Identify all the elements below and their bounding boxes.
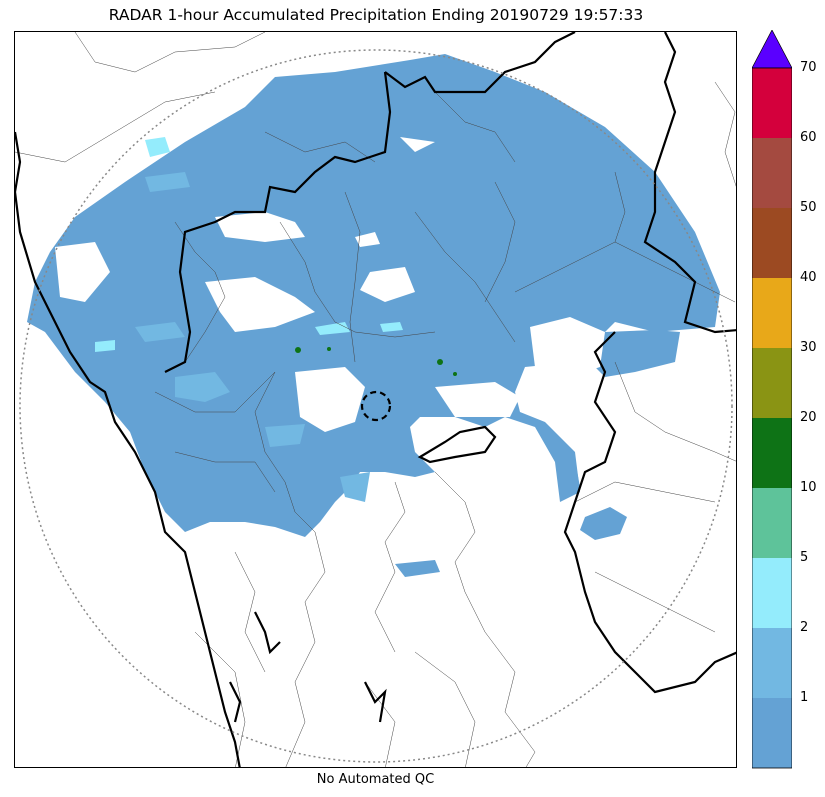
precip-patch-cyan-4 (95, 340, 115, 352)
clear-gap-2 (205, 277, 315, 332)
precipitation-layer (27, 54, 720, 577)
colorbar-tick-label: 30 (800, 340, 817, 355)
clear-gap-9 (355, 232, 380, 247)
colorbar-tick-label: 70 (800, 60, 817, 75)
precip-patch-light-4 (340, 472, 370, 502)
clear-gap-3 (360, 267, 415, 302)
colorbar-tick-label: 60 (800, 130, 817, 145)
colorbar-segment (752, 418, 792, 488)
colorbar (752, 30, 792, 769)
qc-note: No Automated QC (316, 772, 435, 787)
precip-region-east (590, 330, 680, 377)
precip-spot-green-3 (437, 359, 443, 365)
colorbar-segment (752, 698, 792, 768)
colorbar-segment (752, 208, 792, 278)
state-boundaries (15, 32, 736, 767)
precip-region-southeast-strip (563, 460, 580, 492)
district-boundaries (15, 32, 736, 767)
clear-gap-1 (215, 212, 305, 242)
radar-map-canvas (15, 32, 736, 767)
precip-spot-green-4 (453, 372, 457, 376)
precip-spot-green-2 (327, 347, 331, 351)
radar-range-ring (19, 49, 733, 763)
precip-region-south (395, 560, 440, 577)
radar-map (14, 31, 737, 768)
colorbar-tick-label: 2 (800, 620, 809, 635)
radar-site-ring (360, 390, 392, 422)
precip-region-southeast (580, 507, 627, 540)
clear-gap-5 (530, 317, 605, 377)
map-title: RADAR 1-hour Accumulated Precipitation E… (108, 6, 644, 24)
colorbar-segment (752, 558, 792, 628)
precip-patch-light-2 (265, 424, 305, 447)
precip-patch-cyan-1 (145, 137, 170, 157)
clear-gap-8 (400, 137, 435, 152)
colorbar-segment (752, 68, 792, 138)
colorbar-tick-label: 10 (800, 480, 817, 495)
colorbar-extend-arrow (752, 30, 792, 69)
precip-patch-light-5 (135, 322, 185, 342)
precip-patch-cyan-3 (380, 322, 403, 332)
colorbar-segment (752, 488, 792, 558)
colorbar-segment (752, 628, 792, 698)
colorbar-tick-label: 20 (800, 410, 817, 425)
clear-gap-7 (435, 382, 520, 417)
colorbar-tick-label: 1 (800, 690, 809, 705)
colorbar-segment (752, 348, 792, 418)
precip-patch-light-1 (175, 372, 230, 402)
colorbar-tick-label: 40 (800, 270, 817, 285)
colorbar-tick-label: 50 (800, 200, 817, 215)
clear-gap-4 (55, 242, 110, 302)
precip-spot-green-1 (295, 347, 301, 353)
colorbar-tick-label: 5 (800, 550, 809, 565)
clear-gap-6 (295, 367, 365, 432)
precip-patch-light-3 (145, 172, 190, 192)
colorbar-segment (752, 138, 792, 208)
colorbar-segment (752, 278, 792, 348)
